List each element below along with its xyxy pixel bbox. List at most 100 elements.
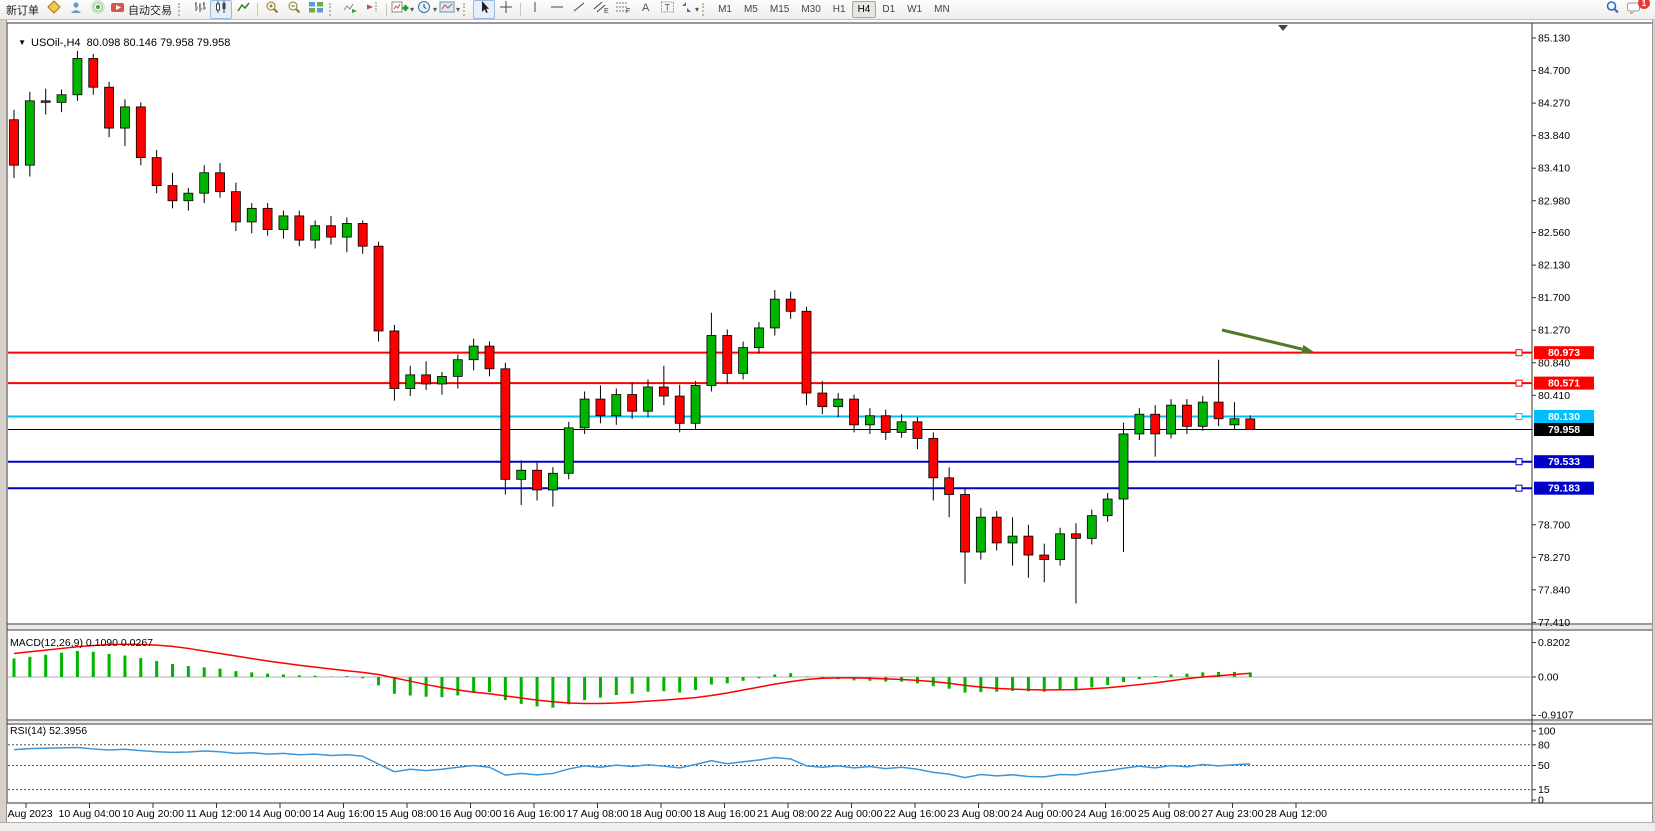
price-tag-label: 79.183 [1548,483,1580,495]
candle-body [944,477,955,495]
new-order-label: 新订单 [6,4,39,17]
community-button[interactable] [65,0,87,19]
metaeditor-button[interactable] [43,0,65,19]
timeframe-w1[interactable]: W1 [907,4,923,15]
toolbar-separator [520,3,522,16]
candles-layer[interactable] [9,50,1256,604]
candle-body [1166,404,1176,435]
timeframe-m1[interactable]: M1 [718,4,732,15]
line-handle[interactable] [1515,458,1523,466]
candle-body [1134,413,1145,435]
rsi-axis-label: 100 [1538,726,1556,738]
text-icon: A [639,0,652,19]
rsi-axis-label: 15 [1538,784,1550,796]
candlestick-chart-button[interactable] [210,0,232,19]
candle-body [627,394,638,412]
timeframe-m5[interactable]: M5 [743,4,758,15]
time-axis-label: 10 Aug 20:00 [122,808,184,820]
line-chart-button[interactable] [232,0,254,19]
auto-scroll-button[interactable] [339,0,361,19]
timeframe-h4[interactable]: H4 [851,1,877,18]
line-handle[interactable] [1515,349,1523,357]
new-order-button[interactable]: 新订单 [2,0,43,19]
candle-body [1007,535,1018,544]
rsi-axis-label: 0 [1538,795,1544,807]
time-axis-label: 10 Aug 04:00 [59,808,121,820]
candle-body [1245,418,1256,430]
trendline-button[interactable] [568,0,590,19]
candle-body [167,185,178,202]
search-button[interactable] [1601,0,1623,19]
fibonacci-button[interactable]: F [612,0,634,19]
time-axis-label: 18 Aug 16:00 [694,808,756,820]
pane-divider[interactable] [0,625,1655,629]
period-button[interactable] [415,0,438,19]
template-button[interactable] [438,0,461,19]
time-axis-label: 9 Aug 2023 [0,808,53,820]
line-handle[interactable] [1515,413,1523,420]
dropdown-caret[interactable] [695,5,699,14]
arrow-annotation[interactable] [1221,328,1303,351]
price-axis-label: 81.270 [1538,325,1570,337]
time-axis-label: 28 Aug 12:00 [1265,808,1327,820]
macd-axis-label: 0.00 [1538,672,1559,684]
equidistant-channel-button[interactable]: E [590,0,612,19]
candle-body [865,415,875,426]
line-handle[interactable] [1515,484,1523,492]
dropdown-caret[interactable] [410,5,414,14]
dropdown-caret[interactable] [456,5,460,14]
timeframe-m15[interactable]: M15 [769,4,790,15]
timeframe-h1[interactable]: H1 [832,4,846,15]
chat-button[interactable]: 1 [1623,0,1650,19]
price-tag-box [1534,410,1594,423]
candle-body [1055,533,1065,560]
candle-body [452,359,463,377]
crosshair-button[interactable] [495,0,517,19]
arrows-button[interactable] [678,0,700,19]
zoom-out-button[interactable] [283,0,305,19]
pane-divider[interactable] [0,721,1655,723]
collapse-marker-icon[interactable]: ▼ [18,38,27,47]
chart-canvas[interactable]: 85.130 84.700 84.270 83.840 83.410 82.980 82.5… [0,20,1655,831]
price-tag-label: 80.973 [1548,347,1580,359]
zoom-in-button[interactable] [261,0,283,19]
profile-icon [68,0,84,19]
cursor-icon [477,0,491,19]
chart-shift-marker-icon[interactable] [1278,25,1288,31]
macd-indicator-label: MACD(12,26,9) 0.1090 0.0267 [10,637,154,649]
candle-body [722,335,733,374]
arrow-annotation-head[interactable] [1301,344,1314,354]
timeframe-mn[interactable]: MN [934,4,950,15]
candle-body [801,310,812,394]
candle-body [310,225,321,241]
vertical-line-button[interactable] [524,0,546,19]
dropdown-caret[interactable] [433,5,437,14]
candle-body [230,191,241,223]
candle-body [754,327,764,349]
rsi-indicator-label: RSI(14) 52.3956 [10,725,88,737]
candle-body [1229,418,1240,426]
price-axis-label: 81.700 [1538,292,1570,304]
toolbar-grip [329,3,335,16]
notification-badge[interactable]: 1 [1638,0,1650,9]
tile-windows-button[interactable] [305,0,327,19]
cursor-button[interactable] [473,0,496,19]
candle-body [357,223,368,247]
line-handle[interactable] [1515,379,1523,387]
timeframe-d1[interactable]: D1 [882,4,896,15]
candle-body [246,207,257,223]
horizontal-line-button[interactable] [546,0,568,19]
bar-chart-button[interactable] [188,0,210,19]
arrows-icon [679,0,694,19]
timeframe-m30[interactable]: M30 [801,4,821,15]
signals-button[interactable] [87,0,109,19]
time-axis-label: 23 Aug 08:00 [948,808,1010,820]
chart-shift-button[interactable] [361,0,383,19]
add-indicator-button[interactable] [390,0,415,19]
autotrade-button[interactable]: 自动交易 [109,0,176,19]
text-label-button[interactable]: T [656,0,678,19]
candle-body [24,100,35,166]
text-button[interactable]: A [634,0,656,19]
price-tag-box [1534,376,1594,390]
candle-body [278,215,289,230]
